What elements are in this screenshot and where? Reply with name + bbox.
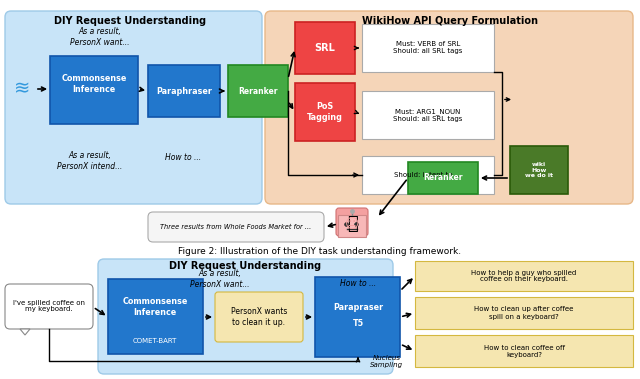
Text: COMET-BART: COMET-BART bbox=[133, 338, 177, 344]
Bar bbox=[415, 297, 633, 329]
Text: Figure 2: Illustration of the DIY task understanding framework.: Figure 2: Illustration of the DIY task u… bbox=[179, 246, 461, 255]
Text: As a result,
PersonX intend...: As a result, PersonX intend... bbox=[58, 151, 123, 171]
Text: Nucleus
Sampling: Nucleus Sampling bbox=[371, 354, 404, 368]
Text: How to clean coffee off
keyboard?: How to clean coffee off keyboard? bbox=[483, 345, 564, 357]
Text: wiki
How
we do it: wiki How we do it bbox=[525, 162, 553, 178]
Bar bbox=[362, 91, 494, 139]
Bar bbox=[510, 146, 568, 194]
Text: Reranker: Reranker bbox=[238, 86, 278, 96]
FancyBboxPatch shape bbox=[215, 292, 303, 342]
Text: How to help a guy who spilled
coffee on their keyboard.: How to help a guy who spilled coffee on … bbox=[472, 269, 577, 282]
FancyBboxPatch shape bbox=[148, 212, 324, 242]
Text: PoS
Tagging: PoS Tagging bbox=[307, 102, 343, 122]
FancyBboxPatch shape bbox=[5, 284, 93, 329]
Text: Paraphraser: Paraphraser bbox=[156, 86, 212, 96]
Text: SRL: SRL bbox=[315, 43, 335, 53]
Bar bbox=[228, 65, 288, 117]
Text: ≋: ≋ bbox=[14, 80, 30, 99]
Text: PersonX wants
to clean it up.: PersonX wants to clean it up. bbox=[231, 307, 287, 327]
Bar bbox=[295, 83, 355, 141]
Bar bbox=[108, 279, 203, 354]
Text: DIY Request Understanding: DIY Request Understanding bbox=[169, 261, 321, 271]
FancyBboxPatch shape bbox=[98, 259, 393, 374]
Polygon shape bbox=[20, 329, 30, 335]
FancyBboxPatch shape bbox=[5, 11, 262, 204]
Bar bbox=[338, 215, 366, 237]
Text: As a result,
PersonX want...: As a result, PersonX want... bbox=[190, 269, 250, 289]
Bar bbox=[362, 156, 494, 194]
Text: Commonsense
Inference: Commonsense Inference bbox=[61, 74, 127, 94]
Text: How to clean up after coffee
spill on a keyboard?: How to clean up after coffee spill on a … bbox=[474, 307, 573, 319]
Text: Parapraser: Parapraser bbox=[333, 302, 383, 312]
Bar bbox=[50, 56, 138, 124]
Bar bbox=[148, 65, 220, 117]
Text: Reranker: Reranker bbox=[423, 174, 463, 183]
Text: DIY Request Understanding: DIY Request Understanding bbox=[54, 16, 206, 26]
Bar bbox=[415, 335, 633, 367]
Bar bbox=[362, 24, 494, 72]
Bar bbox=[408, 162, 478, 194]
Text: Commonsense
Inference: Commonsense Inference bbox=[122, 297, 188, 317]
Text: 😐: 😐 bbox=[345, 217, 359, 231]
Text: T5: T5 bbox=[353, 319, 364, 329]
Bar bbox=[295, 22, 355, 74]
FancyBboxPatch shape bbox=[336, 208, 368, 236]
Text: Should: intent to ...: Should: intent to ... bbox=[394, 172, 462, 178]
Text: As a result,
PersonX want...: As a result, PersonX want... bbox=[70, 27, 130, 47]
Bar bbox=[315, 277, 400, 357]
Text: WikiHow API Query Formulation: WikiHow API Query Formulation bbox=[362, 16, 538, 26]
Text: How to ...: How to ... bbox=[340, 279, 376, 288]
Text: How to ...: How to ... bbox=[165, 152, 201, 161]
Bar bbox=[415, 261, 633, 291]
Text: Must: VERB of SRL
Should: all SRL tags: Must: VERB of SRL Should: all SRL tags bbox=[394, 41, 463, 55]
FancyBboxPatch shape bbox=[265, 11, 633, 204]
Text: Must: ARG1_NOUN
Should: all SRL tags: Must: ARG1_NOUN Should: all SRL tags bbox=[394, 108, 463, 122]
Text: 🤖: 🤖 bbox=[347, 215, 357, 233]
Text: I've spilled coffee on
my keyboard.: I've spilled coffee on my keyboard. bbox=[13, 299, 85, 313]
Text: Three results from Whole Foods Market for ...: Three results from Whole Foods Market fo… bbox=[161, 224, 312, 230]
